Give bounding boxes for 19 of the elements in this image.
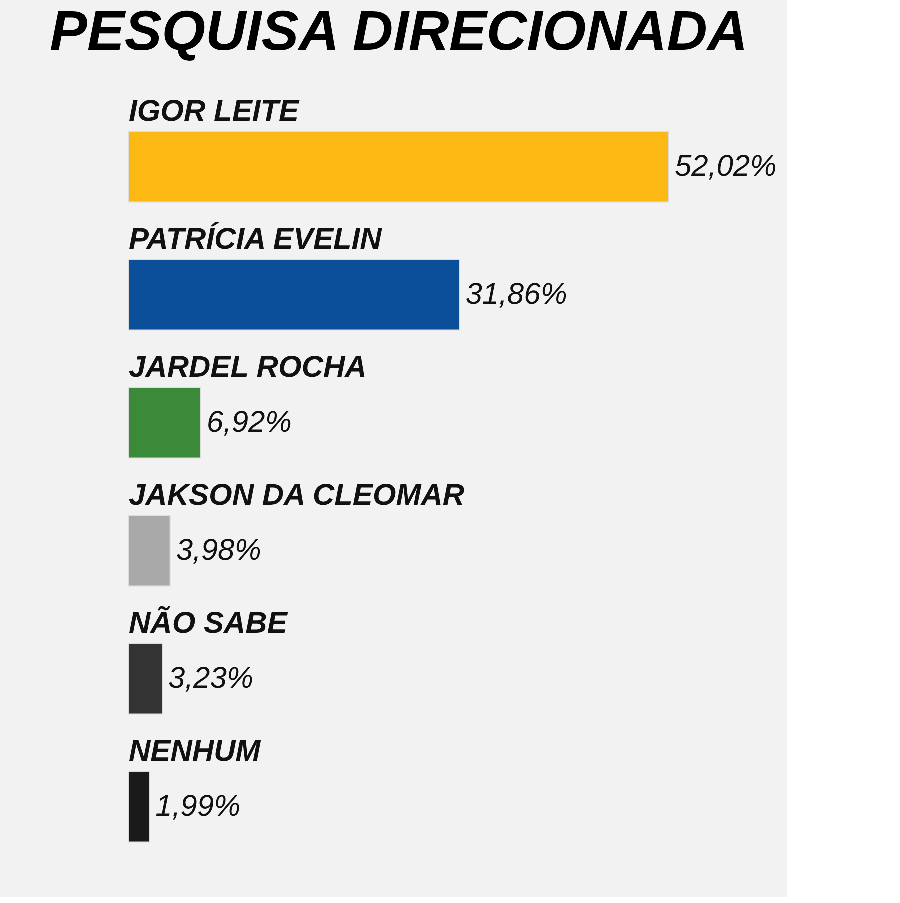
y-tick-label: JAKSON DA CLEOMAR [129,479,465,512]
bar [128,771,150,843]
data-label: 3,98% [176,534,262,567]
bar [128,131,670,203]
y-tick-label: PATRÍCIA EVELIN [129,222,384,256]
data-label: 52,02% [675,150,777,183]
data-label: 6,92% [206,406,292,439]
bar [128,643,164,715]
bar [128,515,171,587]
y-tick-label: IGOR LEITE [129,95,300,128]
y-tick-label: NENHUM [129,735,262,768]
y-tick-label: JARDEL ROCHA [129,351,367,384]
data-label: 31,86% [466,278,568,311]
bar [128,387,202,459]
data-label: 1,99% [156,790,241,823]
chart-title: PESQUISA DIRECIONADA [50,0,748,62]
bar [128,259,460,331]
data-label: 3,23% [168,662,254,695]
y-tick-label: NÃO SABE [129,606,288,640]
